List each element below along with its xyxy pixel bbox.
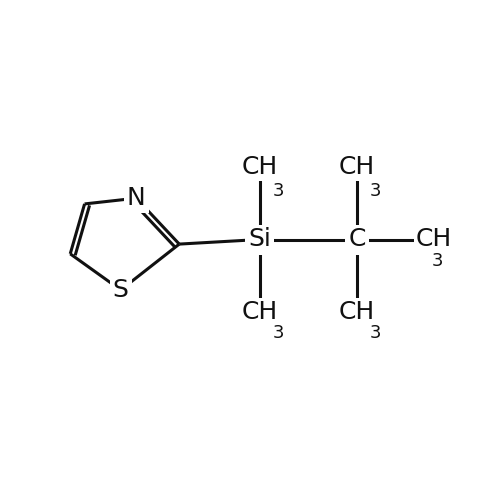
Text: N: N (127, 186, 146, 210)
Text: C: C (348, 228, 366, 251)
Text: CH: CH (416, 228, 452, 251)
Text: 3: 3 (370, 324, 381, 342)
Text: CH: CH (241, 300, 278, 324)
Text: CH: CH (339, 155, 375, 179)
Text: 3: 3 (272, 182, 284, 200)
Text: 3: 3 (272, 324, 284, 342)
Text: S: S (113, 278, 129, 302)
Text: CH: CH (339, 300, 375, 324)
Text: Si: Si (248, 228, 271, 251)
Text: 3: 3 (370, 182, 381, 200)
Text: CH: CH (241, 155, 278, 179)
Text: 3: 3 (432, 252, 443, 270)
